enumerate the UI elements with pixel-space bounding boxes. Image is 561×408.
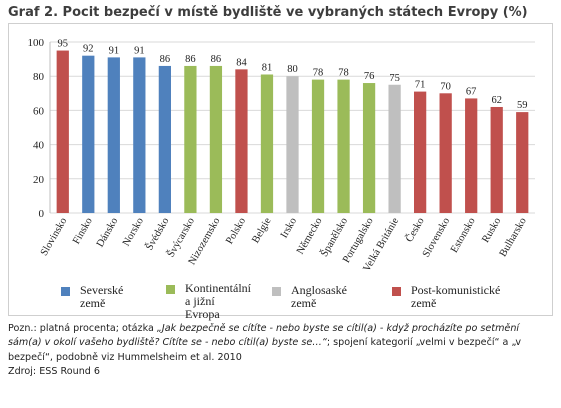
legend-label: Kontinentální a jižní Evropa [185, 281, 251, 321]
bar [311, 79, 325, 214]
bar [56, 50, 69, 213]
note-prefix: Pozn.: platná procenta; otázka [8, 323, 157, 334]
data-label: 91 [134, 45, 145, 56]
y-tick-label: 20 [33, 174, 45, 186]
data-label: 86 [160, 54, 171, 65]
bar [107, 57, 120, 213]
note-question-2: sám(a) v okolí vašeho bydliště? Cítíte s… [8, 337, 327, 349]
y-tick-label: 80 [33, 71, 45, 83]
data-label: 59 [517, 100, 528, 111]
note-after-question: ; spojení kategorií „velmi v bezpečí“ a … [326, 337, 522, 349]
y-tick-label: 100 [28, 37, 45, 49]
data-label: 67 [466, 86, 477, 97]
bar [286, 76, 299, 213]
bar [260, 74, 274, 214]
legend-item-anglosaske: Anglosaské země [272, 284, 347, 310]
x-tick-label: Irsko [279, 216, 299, 240]
legend-swatch [392, 287, 401, 296]
x-tick-label: Slovinsko [39, 216, 70, 258]
bar [82, 55, 95, 214]
bar [235, 69, 248, 213]
data-label: 70 [440, 81, 451, 92]
x-tick-label: Rusko [480, 216, 503, 245]
data-label: 92 [83, 44, 94, 55]
data-label: 78 [313, 68, 324, 79]
data-label: 62 [491, 95, 502, 106]
x-tick-label: Polsko [224, 216, 248, 246]
data-label: 75 [389, 73, 400, 84]
data-label: 91 [109, 45, 120, 56]
data-label: 95 [58, 39, 69, 50]
legend-item-kontinentalni: Kontinentální a jižní Evropa [166, 282, 251, 321]
bar [209, 65, 223, 213]
x-tick-label: Estonsko [449, 216, 478, 255]
bar [337, 79, 350, 214]
bar [184, 65, 197, 213]
data-label: 76 [364, 71, 375, 82]
legend-swatch [166, 285, 175, 294]
note-line-3: bezpečí“, podobně viz Hummelsheim et al.… [8, 351, 242, 363]
bar [158, 65, 171, 213]
chart-note: Pozn.: platná procenta; otázka „Jak bezp… [8, 322, 556, 379]
x-tick-label: Norsko [121, 216, 146, 248]
data-label: 86 [211, 54, 222, 65]
legend-label: Post-komunistické země [411, 283, 501, 310]
x-tick-label: Česko [403, 216, 427, 245]
x-tick-label: Švédsko [143, 216, 171, 253]
y-tick-label: 60 [33, 105, 45, 117]
data-label: 86 [185, 54, 196, 65]
data-label: 81 [262, 62, 273, 73]
x-tick-label: Belgie [250, 216, 273, 246]
data-label: 71 [415, 80, 426, 91]
bar [362, 83, 376, 213]
x-tick-label: Dánsko [95, 216, 121, 249]
legend-label: Severské země [80, 283, 124, 310]
y-tick-label: 0 [39, 208, 45, 220]
x-tick-label: Finsko [71, 216, 95, 246]
note-source: Zdroj: ESS Round 6 [8, 365, 101, 377]
data-label: 84 [236, 57, 247, 68]
bar [465, 98, 478, 213]
legend-item-postkomunisticke: Post-komunistické země [392, 284, 500, 310]
bar [439, 93, 452, 213]
legend-item-severske: Severské země [61, 284, 123, 310]
legend-swatch [272, 287, 281, 296]
bar [133, 57, 146, 213]
data-label: 80 [287, 64, 298, 75]
data-label: 78 [338, 68, 349, 79]
bar [414, 91, 427, 213]
bar [388, 84, 401, 213]
legend-swatch [61, 287, 70, 296]
note-question-1: „Jak bezpečně se cítíte - nebo byste se … [156, 323, 520, 334]
chart-frame [8, 23, 553, 316]
bar [490, 106, 503, 213]
bar [516, 112, 529, 213]
chart-title: Graf 2. Pocit bezpečí v místě bydliště v… [8, 5, 528, 20]
y-tick-label: 40 [33, 140, 45, 152]
legend-label: Anglosaské země [291, 283, 347, 310]
